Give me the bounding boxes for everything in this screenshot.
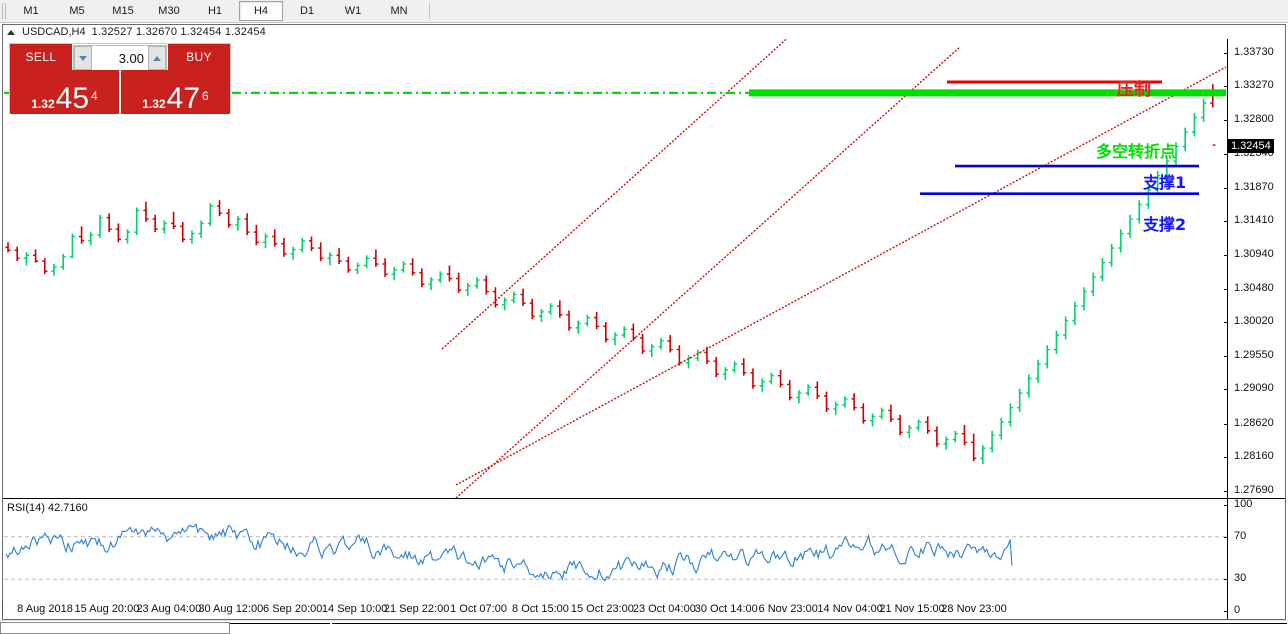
chevron-up-icon — [153, 55, 161, 61]
rsi-scale-axis: 100 70 30 0 — [1224, 498, 1285, 619]
timeframe-button-h1[interactable]: H1 — [207, 5, 223, 17]
price-chart-svg — [4, 39, 1226, 498]
time-tick-label: 23 Oct 04:00 — [632, 603, 696, 615]
triangle-up-icon[interactable] — [7, 29, 15, 35]
timeframe-button-m1[interactable]: M1 — [23, 5, 39, 17]
time-tick-label: 23 Aug 04:00 — [136, 603, 202, 615]
scrollbar-thumb[interactable] — [0, 622, 230, 634]
time-tick-label: 30 Aug 12:00 — [198, 603, 264, 615]
chevron-down-icon — [79, 55, 87, 61]
symbol-timeframe-label: USDCAD,H4 — [22, 26, 86, 38]
time-tick-label: 15 Aug 20:00 — [74, 603, 140, 615]
rsi-plot-area[interactable] — [4, 499, 1226, 619]
ask-price-prefix: 1.32 — [142, 97, 166, 111]
price-scale-axis[interactable]: 1.33730 1.33270 1.32800 1.32340 1.31870 1.314… — [1224, 39, 1285, 498]
time-tick-label: 21 Nov 15:00 — [879, 603, 945, 615]
timeframe-button-m5[interactable]: M5 — [69, 5, 85, 17]
timeframe-button-m15[interactable]: M15 — [112, 5, 134, 17]
indicator-divider — [3, 498, 1285, 499]
scrollbar-track-left[interactable] — [230, 623, 330, 632]
price-plot-area[interactable] — [4, 39, 1226, 498]
toolbar-separator — [429, 3, 430, 19]
time-tick-label: 21 Sep 22:00 — [383, 603, 450, 615]
ask-price-fraction: 6 — [202, 89, 209, 103]
timeframe-toolbar: M1 M5 M15 M30 H1 H4 D1 W1 MN — [0, 0, 1288, 23]
timeframe-button-group: M1 M5 M15 M30 H1 H4 D1 W1 MN — [7, 1, 421, 21]
time-tick-label: 6 Sep 20:00 — [263, 603, 323, 615]
time-tick-label: 14 Nov 04:00 — [817, 603, 883, 615]
quote-row: 1.32 45 4 1.32 47 6 — [10, 70, 230, 114]
timeframe-button-h4[interactable]: H4 — [239, 1, 283, 21]
time-tick-label: 15 Oct 23:00 — [570, 603, 634, 615]
horizontal-scrollbar[interactable] — [0, 620, 1288, 634]
bid-price-prefix: 1.32 — [31, 97, 55, 111]
rsi-chart-svg — [4, 523, 1226, 582]
time-tick-label: 14 Sep 10:00 — [321, 603, 388, 615]
scrollbar-track-right[interactable] — [332, 623, 1287, 632]
trade-panel-controls: SELL 3.00 BUY — [10, 44, 230, 71]
timeframe-button-w1[interactable]: W1 — [344, 5, 362, 17]
time-tick-label: 8 Aug 2018 — [17, 603, 73, 615]
timeframe-button-mn[interactable]: MN — [390, 5, 408, 17]
ohlc-values: 1.32527 1.32670 1.32454 1.32454 — [91, 26, 266, 38]
time-tick-label: 1 Oct 07:00 — [450, 603, 507, 615]
volume-stepper[interactable]: 3.00 — [73, 45, 167, 71]
ask-price-block[interactable]: 1.32 47 6 — [121, 70, 230, 114]
volume-decrement-button[interactable] — [74, 46, 92, 70]
current-price-marker: 1.32454 — [1228, 138, 1274, 153]
bid-price-block[interactable]: 1.32 45 4 — [10, 70, 119, 114]
time-tick-label: 8 Oct 15:00 — [512, 603, 569, 615]
volume-input[interactable]: 3.00 — [92, 46, 148, 70]
time-tick-label: 30 Oct 14:00 — [694, 603, 758, 615]
time-tick-label: 6 Nov 23:00 — [758, 603, 818, 615]
rsi-indicator-label: RSI(14) 42.7160 — [7, 502, 88, 514]
timeframe-button-d1[interactable]: D1 — [299, 5, 315, 17]
buy-button[interactable]: BUY — [168, 44, 230, 70]
ask-price-main: 47 — [166, 82, 201, 115]
time-scale-axis[interactable]: 8 Aug 2018 15 Aug 20:00 23 Aug 04:00 30 Aug… — [2, 602, 1286, 618]
bid-price-main: 45 — [55, 82, 90, 115]
chart-symbol-header: USDCAD,H4 1.32527 1.32670 1.32454 1.3245… — [3, 25, 1285, 39]
toolbar-drag-handle[interactable] — [2, 3, 7, 19]
volume-increment-button[interactable] — [148, 46, 166, 70]
sell-button[interactable]: SELL — [10, 44, 72, 70]
one-click-trading-panel[interactable]: SELL 3.00 BUY 1.32 45 4 — [9, 43, 231, 114]
timeframe-button-m30[interactable]: M30 — [158, 5, 180, 17]
time-tick-label: 28 Nov 23:00 — [941, 603, 1007, 615]
bid-price-fraction: 4 — [91, 89, 98, 103]
chart-canvas-window[interactable]: USDCAD,H4 1.32527 1.32670 1.32454 1.3245… — [2, 24, 1286, 620]
